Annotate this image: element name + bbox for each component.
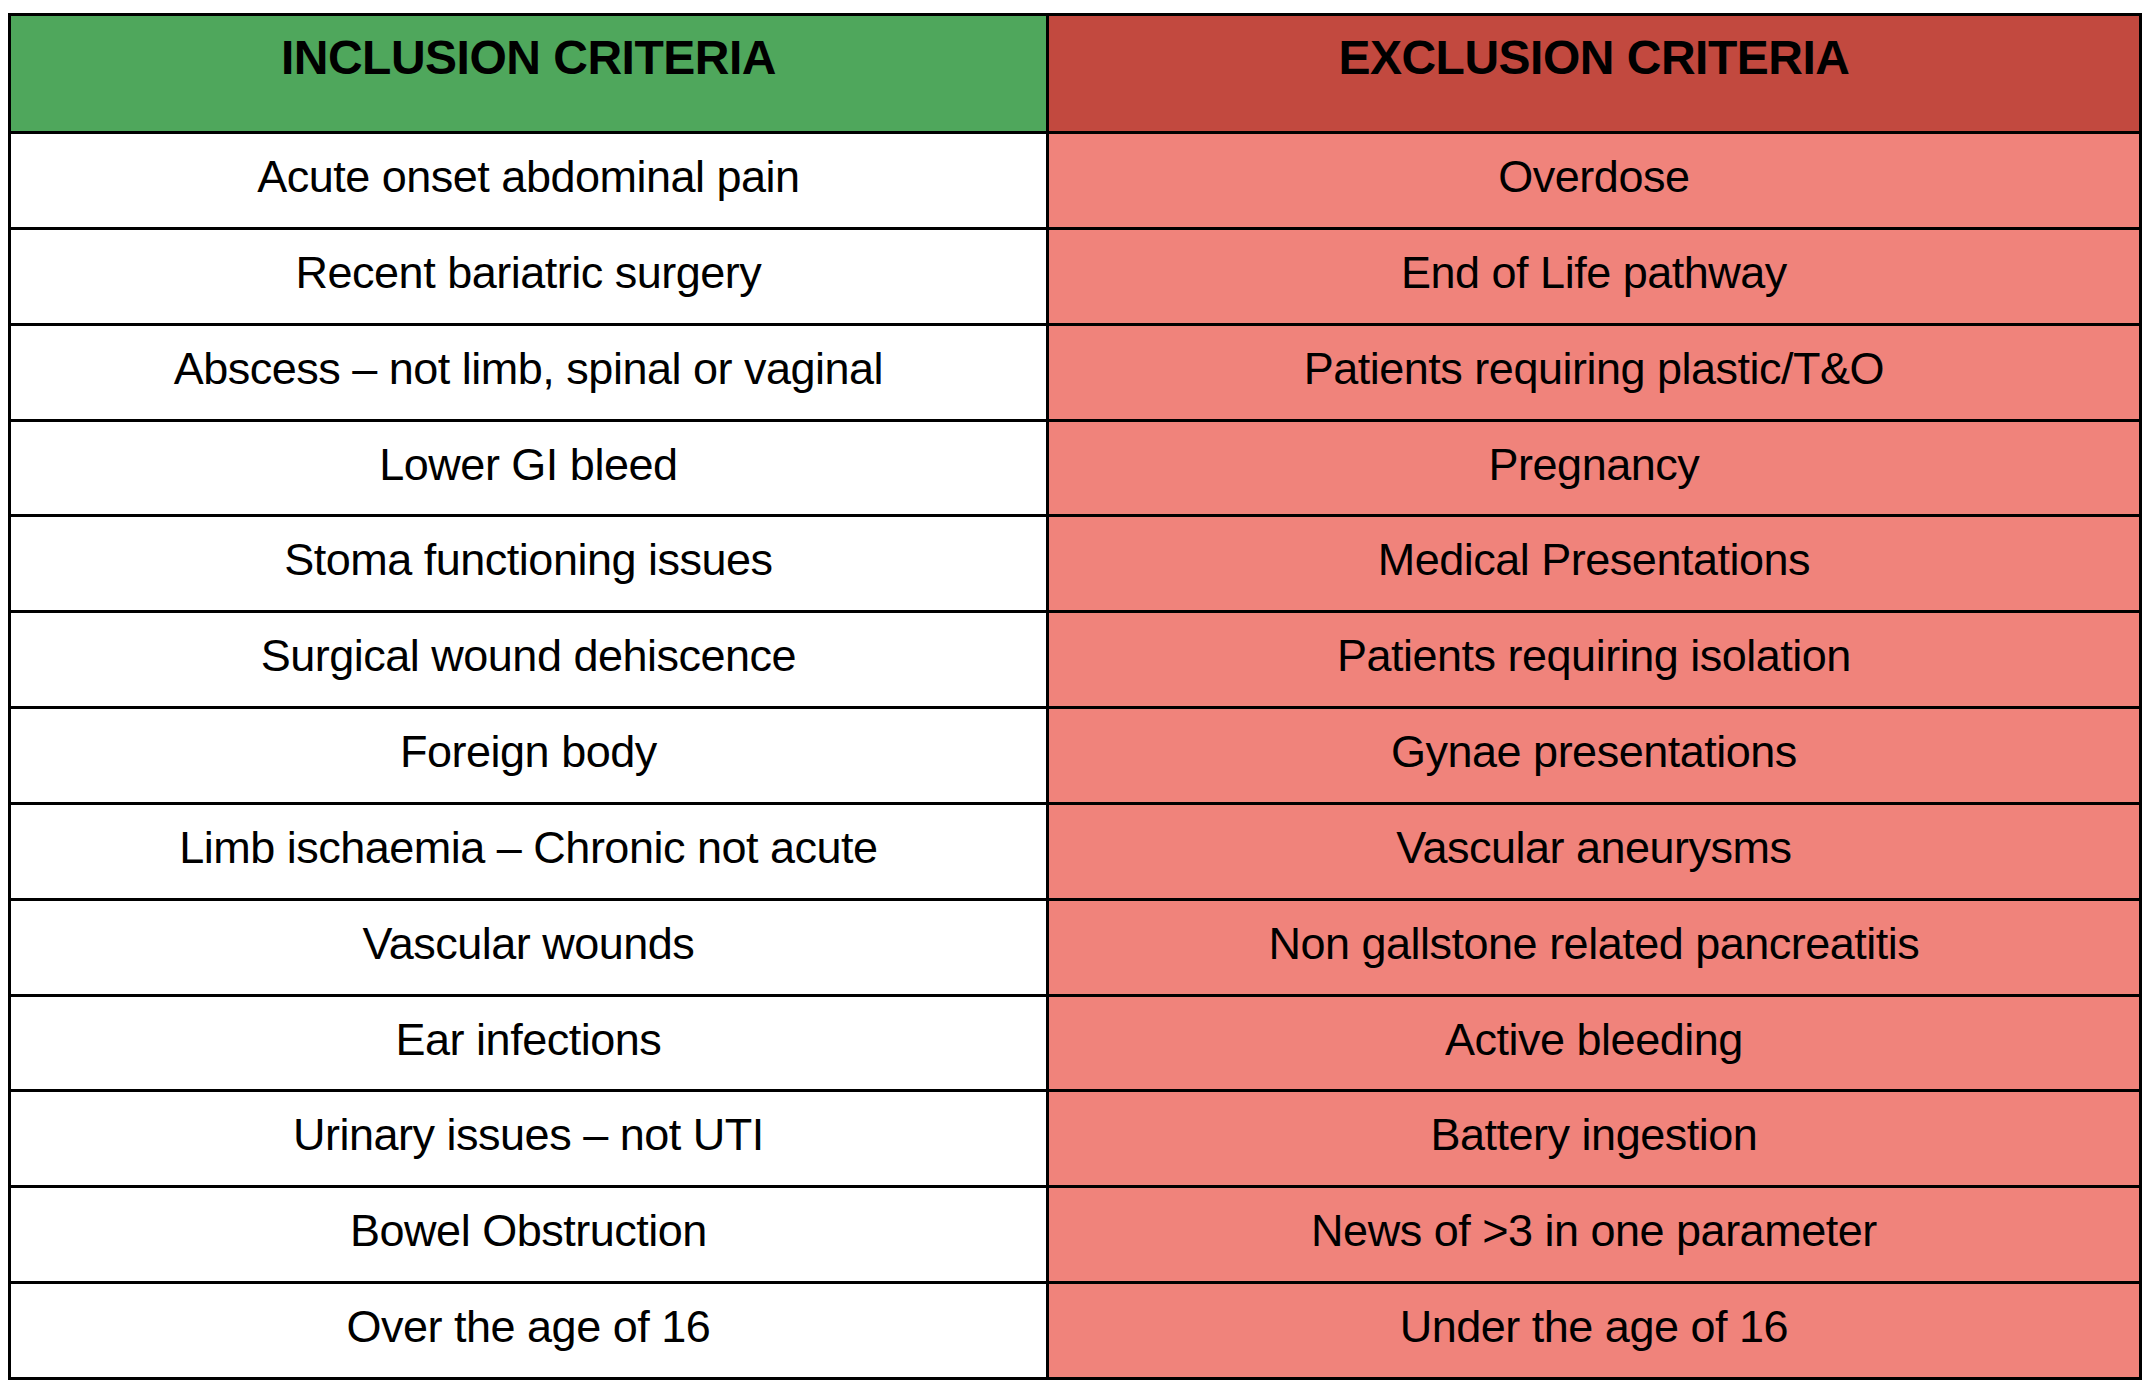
inclusion-cell: Stoma functioning issues: [10, 516, 1048, 612]
exclusion-criteria-header: EXCLUSION CRITERIA: [1047, 15, 2140, 133]
inclusion-criteria-header: INCLUSION CRITERIA: [10, 15, 1048, 133]
criteria-table-container: INCLUSION CRITERIA EXCLUSION CRITERIA Ac…: [8, 13, 2142, 1380]
inclusion-cell: Vascular wounds: [10, 899, 1048, 995]
table-row: Ear infectionsActive bleeding: [10, 995, 2141, 1091]
table-row: Recent bariatric surgeryEnd of Life path…: [10, 228, 2141, 324]
table-row: Urinary issues – not UTIBattery ingestio…: [10, 1091, 2141, 1187]
inclusion-cell: Ear infections: [10, 995, 1048, 1091]
exclusion-cell: Non gallstone related pancreatitis: [1047, 899, 2140, 995]
table-row: Stoma functioning issuesMedical Presenta…: [10, 516, 2141, 612]
table-row: Abscess – not limb, spinal or vaginalPat…: [10, 324, 2141, 420]
table-row: Foreign bodyGynae presentations: [10, 708, 2141, 804]
inclusion-cell: Abscess – not limb, spinal or vaginal: [10, 324, 1048, 420]
inclusion-cell: Lower GI bleed: [10, 420, 1048, 516]
inclusion-cell: Surgical wound dehiscence: [10, 612, 1048, 708]
inclusion-cell: Bowel Obstruction: [10, 1187, 1048, 1283]
exclusion-cell: Patients requiring plastic/T&O: [1047, 324, 2140, 420]
header-row: INCLUSION CRITERIA EXCLUSION CRITERIA: [10, 15, 2141, 133]
inclusion-cell: Recent bariatric surgery: [10, 228, 1048, 324]
table-row: Lower GI bleedPregnancy: [10, 420, 2141, 516]
criteria-table: INCLUSION CRITERIA EXCLUSION CRITERIA Ac…: [8, 13, 2142, 1380]
inclusion-cell: Urinary issues – not UTI: [10, 1091, 1048, 1187]
exclusion-cell: Patients requiring isolation: [1047, 612, 2140, 708]
criteria-table-header: INCLUSION CRITERIA EXCLUSION CRITERIA: [10, 15, 2141, 133]
exclusion-cell: Under the age of 16: [1047, 1283, 2140, 1379]
exclusion-cell: Active bleeding: [1047, 995, 2140, 1091]
table-row: Vascular woundsNon gallstone related pan…: [10, 899, 2141, 995]
exclusion-cell: End of Life pathway: [1047, 228, 2140, 324]
table-row: Surgical wound dehiscencePatients requir…: [10, 612, 2141, 708]
inclusion-cell: Over the age of 16: [10, 1283, 1048, 1379]
exclusion-cell: Vascular aneurysms: [1047, 803, 2140, 899]
table-row: Over the age of 16Under the age of 16: [10, 1283, 2141, 1379]
exclusion-cell: Pregnancy: [1047, 420, 2140, 516]
criteria-table-body: Acute onset abdominal painOverdoseRecent…: [10, 133, 2141, 1379]
exclusion-cell: Medical Presentations: [1047, 516, 2140, 612]
inclusion-cell: Foreign body: [10, 708, 1048, 804]
inclusion-cell: Limb ischaemia – Chronic not acute: [10, 803, 1048, 899]
exclusion-cell: News of >3 in one parameter: [1047, 1187, 2140, 1283]
table-row: Acute onset abdominal painOverdose: [10, 133, 2141, 229]
exclusion-cell: Battery ingestion: [1047, 1091, 2140, 1187]
exclusion-cell: Overdose: [1047, 133, 2140, 229]
table-row: Limb ischaemia – Chronic not acuteVascul…: [10, 803, 2141, 899]
table-row: Bowel ObstructionNews of >3 in one param…: [10, 1187, 2141, 1283]
exclusion-cell: Gynae presentations: [1047, 708, 2140, 804]
inclusion-cell: Acute onset abdominal pain: [10, 133, 1048, 229]
